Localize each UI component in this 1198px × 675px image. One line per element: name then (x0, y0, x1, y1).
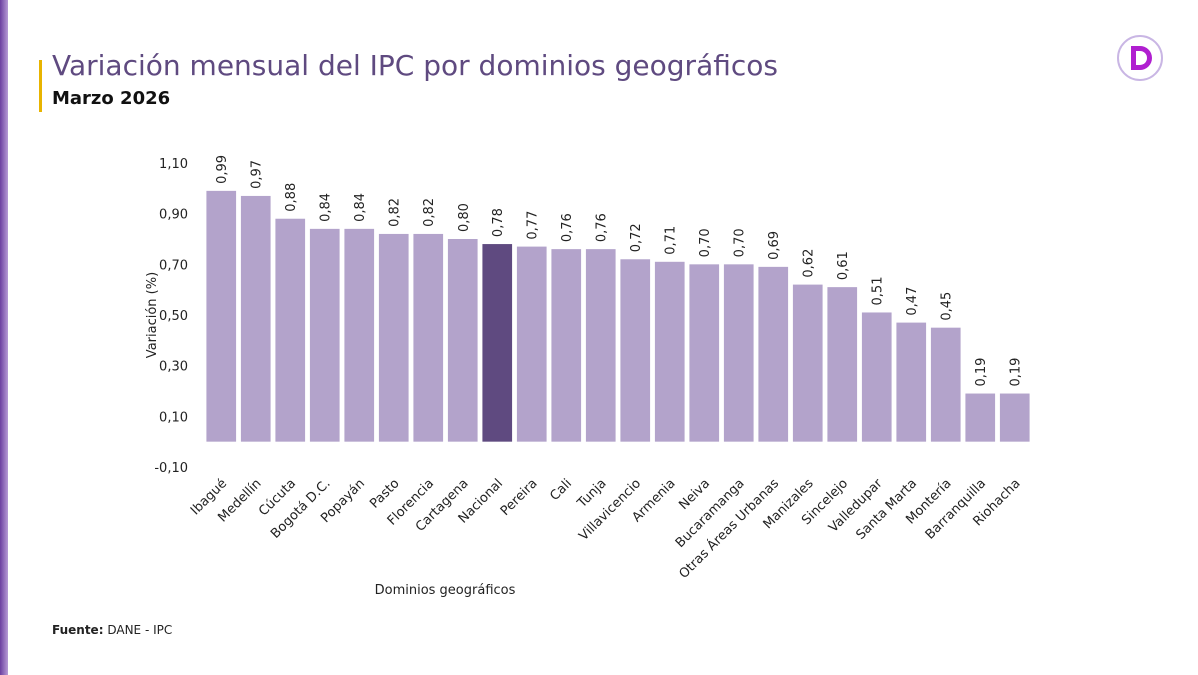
value-label: 0,88 (284, 183, 299, 212)
bar (965, 393, 996, 442)
x-axis-label: Dominios geográficos (375, 583, 516, 598)
y-tick-label: 1,10 (159, 157, 188, 172)
bar (999, 393, 1030, 442)
title-accent (39, 60, 42, 112)
bar (551, 249, 582, 442)
value-label: 0,71 (664, 226, 679, 255)
y-tick-label: 0,90 (159, 208, 188, 223)
bar (413, 233, 444, 442)
value-label: 0,99 (215, 155, 230, 184)
source: Fuente: DANE - IPC (52, 623, 172, 637)
y-tick-label: 0,30 (159, 360, 188, 375)
value-label: 0,19 (974, 358, 989, 387)
value-label: 0,76 (560, 213, 575, 242)
bar (861, 312, 892, 442)
value-label: 0,72 (629, 223, 644, 252)
side-strip (0, 0, 8, 675)
value-label: 0,62 (802, 249, 817, 278)
bar (827, 287, 858, 442)
value-label: 0,78 (491, 208, 506, 237)
bar (654, 261, 685, 442)
bar (344, 228, 375, 442)
bar (930, 327, 961, 442)
bar (240, 195, 271, 442)
bar (620, 259, 651, 442)
bar (896, 322, 927, 442)
bar (447, 239, 478, 442)
x-tick-label: Pereira (498, 476, 541, 519)
bar (758, 266, 789, 442)
value-label: 0,51 (871, 277, 886, 306)
logo (1117, 35, 1163, 81)
value-label: 0,84 (353, 193, 368, 222)
bar (206, 190, 237, 442)
bar (792, 284, 823, 442)
value-label: 0,61 (836, 251, 851, 280)
bar (378, 233, 409, 442)
y-axis-label: Variación (%) (145, 272, 160, 358)
y-tick-label: 0,50 (159, 309, 188, 324)
value-label: 0,47 (905, 287, 920, 316)
chart-title: Variación mensual del IPC por dominios g… (52, 49, 778, 82)
source-text: DANE - IPC (107, 623, 172, 637)
value-label: 0,84 (319, 193, 334, 222)
value-label: 0,76 (595, 213, 610, 242)
value-label: 0,70 (698, 228, 713, 257)
value-label: 0,82 (422, 198, 437, 227)
bar (309, 228, 340, 442)
value-label: 0,70 (733, 228, 748, 257)
value-label: 0,45 (940, 292, 955, 321)
value-label: 0,80 (457, 203, 472, 232)
bar (689, 264, 720, 442)
bar (585, 249, 616, 442)
bar (516, 246, 547, 442)
y-tick-label: 0,10 (159, 410, 188, 425)
y-tick-label: -0,10 (154, 461, 188, 476)
x-tick-label: Cali (547, 476, 575, 504)
value-label: 0,69 (767, 231, 782, 260)
source-label: Fuente: (52, 623, 104, 637)
value-label: 0,97 (250, 160, 265, 189)
bar (275, 218, 306, 442)
value-label: 0,19 (1009, 358, 1024, 387)
value-label: 0,77 (526, 211, 541, 240)
value-label: 0,82 (388, 198, 403, 227)
bar (723, 264, 754, 442)
y-tick-label: 0,70 (159, 258, 188, 273)
bar (482, 244, 513, 442)
chart-subtitle: Marzo 2026 (52, 88, 170, 109)
